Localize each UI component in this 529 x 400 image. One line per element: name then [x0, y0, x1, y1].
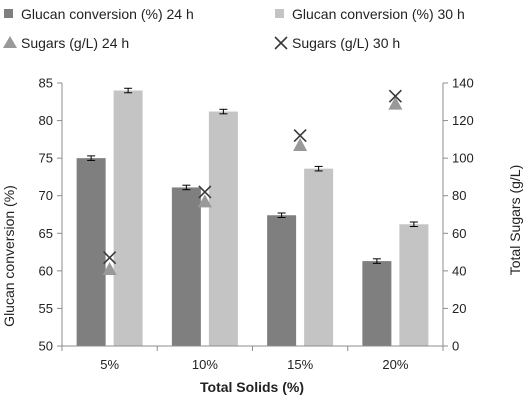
sugar-24h-marker-2	[197, 194, 212, 208]
x-stroke	[198, 185, 212, 199]
y2-tick-label: 140	[452, 76, 474, 91]
bar-30h-2	[208, 111, 238, 346]
legend-label: Sugars (g/L) 30 h	[292, 35, 400, 51]
bar-24h-1	[76, 158, 106, 346]
legend-swatch	[4, 9, 13, 18]
sugar-24h-marker-4	[388, 96, 403, 110]
legend-triangle-marker	[3, 36, 17, 48]
bar-30h-4	[399, 224, 429, 346]
sugar-30h-marker-1	[103, 251, 117, 265]
x-tick-label-4: 20%	[382, 357, 408, 372]
sugar-30h-marker-4	[388, 89, 402, 103]
y2-axis-title: Total Sugars (g/L)	[507, 165, 523, 276]
y-tick-label: 65	[39, 226, 53, 241]
y-tick-label: 75	[39, 151, 53, 166]
y2-tick-label: 40	[452, 263, 466, 278]
bar-30h-3	[304, 168, 334, 346]
x-tick-label-2: 10%	[192, 357, 218, 372]
legend-label: Glucan conversion (%) 30 h	[292, 6, 465, 22]
x-stroke	[103, 251, 117, 265]
y-tick-label: 60	[39, 263, 53, 278]
error-bars	[87, 87, 418, 264]
y2-tick-label: 0	[452, 339, 459, 354]
y2-tick-label: 80	[452, 188, 466, 203]
y2-tick-label: 20	[452, 301, 466, 316]
bars	[76, 90, 429, 346]
legend-label: Glucan conversion (%) 24 h	[21, 6, 194, 22]
bar-24h-3	[267, 215, 297, 346]
legend: Glucan conversion (%) 24 h Glucan convers…	[3, 6, 465, 51]
y-tick-label: 85	[39, 76, 53, 91]
x-axis-title: Total Solids (%)	[200, 379, 304, 395]
sugar-30h-marker-2	[198, 185, 212, 199]
bar-24h-2	[171, 187, 201, 346]
y2-tick-label: 120	[452, 113, 474, 128]
markers	[102, 89, 403, 275]
x-stroke	[388, 89, 402, 103]
legend-item-4: Sugars (g/L) 30 h	[274, 35, 400, 51]
bar-24h-4	[362, 261, 392, 346]
x-stroke	[293, 129, 307, 143]
legend-label: Sugars (g/L) 24 h	[21, 35, 129, 51]
y-tick-label: 80	[39, 113, 53, 128]
y-tick-label: 70	[39, 188, 53, 203]
sugar-30h-marker-3	[293, 129, 307, 143]
y-tick-label: 55	[39, 301, 53, 316]
legend-item-3: Sugars (g/L) 24 h	[3, 35, 129, 51]
bar-30h-1	[113, 90, 143, 346]
sugar-24h-marker-3	[293, 137, 308, 151]
x-tick-label-3: 15%	[287, 357, 313, 372]
x-tick-label-1: 5%	[100, 357, 119, 372]
legend-swatch	[275, 9, 284, 18]
y-axis-title: Glucan conversion (%)	[1, 185, 17, 327]
y2-tick-label: 60	[452, 226, 466, 241]
legend-item-2: Glucan conversion (%) 30 h	[275, 6, 465, 22]
legend-item-1: Glucan conversion (%) 24 h	[4, 6, 194, 22]
axes: 5% 10% 15% 20% 50 55 60 65 70 75 80 85 0 20 40 60 80 100 1…	[39, 76, 474, 373]
sugar-24h-marker-1	[102, 261, 117, 275]
y2-tick-label: 100	[452, 151, 474, 166]
y-tick-label: 50	[39, 339, 53, 354]
x-stroke	[274, 36, 288, 50]
